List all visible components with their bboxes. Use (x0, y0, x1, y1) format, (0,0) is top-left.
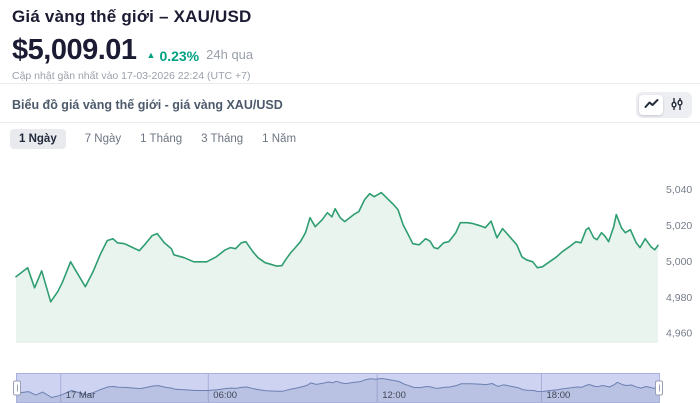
line-chart-toggle-button[interactable] (639, 95, 663, 115)
range-tabs: 1 Ngày 7 Ngày 1 Tháng 3 Tháng 1 Năm (10, 129, 296, 149)
y-axis-label: 4,980 (666, 292, 692, 304)
change-period-label: 24h qua (206, 47, 254, 62)
line-chart-icon (644, 98, 659, 113)
chart-navigator[interactable]: 17 Mar 06:00 12:00 18:00 (13, 373, 663, 403)
x-axis-label: 12:00 (382, 390, 406, 401)
price-line-chart[interactable]: 5,040 5,020 5,000 4,980 4,960 (0, 160, 700, 360)
range-tab-4[interactable]: 3 Tháng (201, 133, 244, 145)
range-tab-5[interactable]: 1 Năm (262, 133, 297, 145)
up-arrow-icon: ▲ (146, 50, 156, 60)
chart-section-title: Biểu đồ giá vàng thế giới - giá vàng XAU… (12, 98, 283, 112)
candlestick-icon (670, 97, 684, 114)
range-tab-3[interactable]: 1 Tháng (140, 133, 183, 145)
change-percent: 0.23% (159, 48, 200, 64)
current-price: $5,009.01 (12, 34, 137, 66)
x-axis-label: 06:00 (213, 390, 237, 401)
y-axis-label: 5,000 (666, 256, 692, 268)
candlestick-toggle-button[interactable] (665, 95, 689, 115)
divider (0, 83, 700, 84)
x-axis-label: 18:00 (547, 390, 571, 401)
series-area-fill (16, 192, 658, 343)
divider (0, 122, 700, 123)
last-updated-text: Cập nhật gần nhất vào 17-03-2026 22:24 (… (12, 70, 251, 82)
navigator-line (17, 378, 659, 398)
series-line (15, 191, 659, 303)
price-change: ▲ 0.23% (147, 48, 200, 64)
range-tab-1[interactable]: 1 Ngày (10, 129, 66, 149)
navigator-area-fill (17, 378, 659, 402)
y-axis-label: 5,040 (666, 184, 692, 196)
price-row: $5,009.01 ▲ 0.23% 24h qua (12, 36, 688, 65)
x-axis-label: 17 Mar (66, 390, 96, 401)
chart-section-header: Biểu đồ giá vàng thế giới - giá vàng XAU… (0, 88, 700, 122)
header: Giá vàng thế giới – XAU/USD $5,009.01 ▲ … (0, 0, 700, 82)
y-axis-label: 5,020 (666, 220, 692, 232)
page-title: Giá vàng thế giới – XAU/USD (12, 7, 252, 26)
navigator-right-handle[interactable] (655, 380, 663, 396)
y-axis-label: 4,960 (666, 328, 692, 340)
chart-type-toggle (636, 92, 692, 118)
navigator-left-handle[interactable] (13, 380, 21, 396)
range-tab-2[interactable]: 7 Ngày (84, 133, 122, 145)
